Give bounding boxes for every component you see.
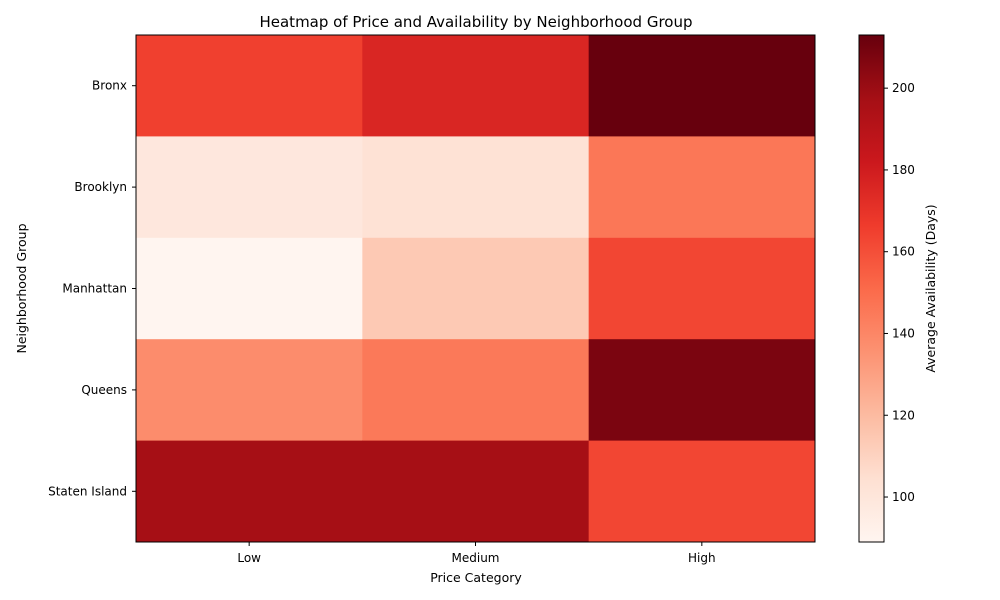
colorbar-tick-label: 160 (892, 245, 915, 259)
x-axis: Low Medium High (237, 542, 716, 565)
heatmap-cell-0-0 (136, 35, 363, 137)
colorbar (858, 34, 885, 543)
y-axis-label: Neighborhood Group (14, 223, 29, 353)
heatmap-cell-1-0 (136, 136, 363, 239)
y-tick-label: Queens (81, 383, 127, 397)
colorbar-tick-label: 200 (892, 81, 915, 95)
heatmap-cell-2-2 (588, 237, 816, 340)
x-tick-label: Low (237, 551, 261, 565)
y-tick-label: Brooklyn (74, 180, 127, 194)
x-tick-label: Medium (452, 551, 500, 565)
heatmap-cell-3-0 (136, 339, 363, 442)
heatmap-cell-4-1 (362, 440, 590, 543)
y-tick-label: Bronx (92, 79, 127, 93)
colorbar-ticks: 100 120 140 160 180 200 (884, 81, 915, 504)
heatmap-cell-2-1 (362, 237, 590, 340)
colorbar-label: Average Availability (Days) (923, 204, 938, 372)
heatmap-cells (136, 35, 816, 543)
colorbar-tick-label: 180 (892, 163, 915, 177)
y-tick-label: Staten Island (48, 484, 127, 498)
y-tick-label: Manhattan (62, 282, 127, 296)
colorbar-tick-label: 100 (892, 490, 915, 504)
heatmap-cell-1-1 (362, 136, 590, 239)
heatmap-cell-1-2 (588, 136, 816, 239)
chart-title: Heatmap of Price and Availability by Nei… (259, 13, 692, 31)
x-axis-label: Price Category (430, 570, 522, 585)
y-axis: Bronx Brooklyn Manhattan Queens Staten Islan… (48, 79, 136, 498)
heatmap-cell-0-1 (362, 35, 590, 137)
heatmap-cell-4-0 (136, 440, 363, 543)
heatmap-cell-4-2 (588, 440, 816, 543)
colorbar-tick-label: 120 (892, 408, 915, 422)
heatmap-cell-3-2 (588, 339, 816, 442)
heatmap-cell-0-2 (588, 35, 816, 137)
heatmap-cell-2-0 (136, 237, 363, 340)
x-tick-label: High (688, 551, 716, 565)
heatmap-cell-3-1 (362, 339, 590, 442)
colorbar-tick-label: 140 (892, 326, 915, 340)
